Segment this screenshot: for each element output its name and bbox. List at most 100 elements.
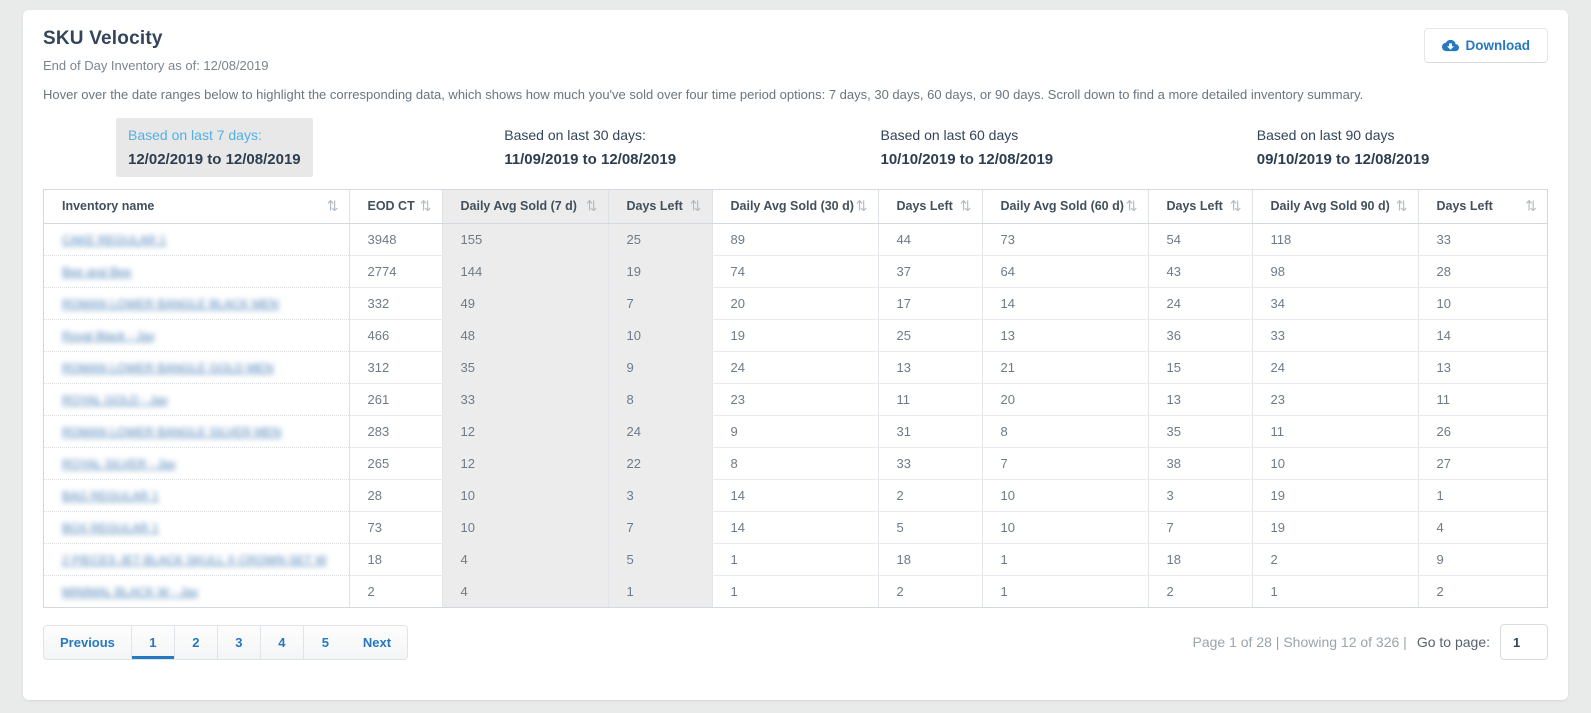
value-cell: 2774 xyxy=(349,255,443,288)
page-button-4[interactable]: 4 xyxy=(260,625,304,659)
value-cell: 18 xyxy=(349,543,443,576)
value-cell: 28 xyxy=(1418,255,1547,288)
page-button-2[interactable]: 2 xyxy=(174,625,218,659)
value-cell: 28 xyxy=(349,479,443,512)
column-header[interactable]: Days Left ⇅ xyxy=(878,190,983,224)
inventory-name-cell: ROMAN LOWER BANGLE SILVER MEN xyxy=(44,415,350,448)
value-cell: 2 xyxy=(1436,583,1444,599)
table-row: ROYAL GOLD - Jay 261 33 8 23 11 20 13 23 11 xyxy=(44,383,1547,416)
goto-page-input[interactable] xyxy=(1500,624,1548,660)
sort-icon[interactable]: ⇅ xyxy=(1229,197,1242,214)
inventory-name-link[interactable]: CAKE REGULAR 1 xyxy=(62,232,167,247)
value-cell: 19 xyxy=(608,255,713,288)
inventory-name-link[interactable]: BAG REGULAR 1 xyxy=(62,488,159,503)
date-range-label: Based on last 90 days xyxy=(1256,127,1395,143)
table-row: ROMAN LOWER BANGLE BLACK MEN 332 49 7 20 17 14… xyxy=(44,287,1547,320)
value-cell: 19 xyxy=(1252,479,1419,512)
value-cell: 466 xyxy=(349,319,443,352)
date-range-value: 11/09/2019 to 12/08/2019 xyxy=(504,151,677,168)
table-row: Royal Black - Jay 466 48 10 19 25 13 36 33 14 xyxy=(44,319,1547,352)
value-cell: 31 xyxy=(878,415,983,448)
value-cell: 14 xyxy=(712,511,879,544)
page-title: SKU Velocity xyxy=(43,28,163,49)
value-cell: 20 xyxy=(712,287,879,320)
inventory-name-cell: BAG REGULAR 1 xyxy=(44,479,350,512)
value-cell: 14 xyxy=(982,287,1149,320)
column-header[interactable]: Days Left ⇅ xyxy=(608,190,713,224)
page-description: Hover over the date ranges below to high… xyxy=(43,87,1364,102)
value-cell: 10 xyxy=(982,479,1149,512)
column-header[interactable]: Days Left ⇅ xyxy=(1418,190,1547,224)
cloud-download-icon xyxy=(1441,37,1459,54)
value-cell: 15 xyxy=(1148,351,1253,384)
value-cell: 14 xyxy=(1418,319,1547,352)
download-button[interactable]: Download xyxy=(1423,28,1548,63)
value-cell: 43 xyxy=(1148,255,1253,288)
sort-icon[interactable]: ⇅ xyxy=(959,197,972,214)
date-range-block[interactable]: Based on last 60 days 10/10/2019 to 12/08… xyxy=(869,118,1066,177)
inventory-name-cell: ROYAL GOLD - Jay xyxy=(44,383,350,416)
sort-icon[interactable]: ⇅ xyxy=(585,197,598,214)
next-page-button[interactable]: Next xyxy=(346,625,408,659)
column-header[interactable]: Daily Avg Sold (30 d) ⇅ xyxy=(712,190,879,224)
value-cell: 64 xyxy=(982,255,1149,288)
value-cell: 12 xyxy=(442,415,609,448)
value-cell: 2 xyxy=(349,575,443,607)
value-cell: 332 xyxy=(349,287,443,320)
page-button-3[interactable]: 3 xyxy=(217,625,261,659)
inventory-name-cell: ROYAL SILVER - Jay xyxy=(44,447,350,480)
inventory-name-cell: Bee and Bee xyxy=(44,255,350,288)
inventory-name-link[interactable]: ROYAL GOLD - Jay xyxy=(62,392,169,407)
sort-icon[interactable]: ⇅ xyxy=(1525,197,1537,214)
value-cell: 11 xyxy=(1418,383,1547,416)
sku-velocity-table: Inventory name ⇅ EOD CT ⇅ Daily Avg Sold (7 … xyxy=(43,189,1548,608)
value-cell: 7 xyxy=(608,287,713,320)
column-header[interactable]: Inventory name ⇅ xyxy=(44,190,350,224)
column-header-label: EOD CT xyxy=(367,199,415,214)
inventory-name-link[interactable]: 2 PIECES JET BLACK SKULL X CROWN SET W xyxy=(62,552,327,567)
sort-icon[interactable]: ⇅ xyxy=(1395,197,1408,214)
inventory-name-link[interactable]: ROYAL SILVER - Jay xyxy=(62,456,176,471)
column-header[interactable]: Daily Avg Sold (60 d) ⇅ xyxy=(982,190,1149,224)
date-range-label: Based on last 7 days: xyxy=(128,127,262,143)
column-header[interactable]: EOD CT ⇅ xyxy=(349,190,443,224)
table-row: 2 PIECES JET BLACK SKULL X CROWN SET W 18… xyxy=(44,543,1547,576)
page-button-5[interactable]: 5 xyxy=(303,625,347,659)
sort-icon[interactable]: ⇅ xyxy=(326,197,339,214)
column-header[interactable]: Daily Avg Sold (7 d) ⇅ xyxy=(442,190,609,224)
value-cell: 1 xyxy=(1252,575,1419,607)
table-row: ROMAN LOWER BANGLE GOLD MEN 312 35 9 24 13 21 1… xyxy=(44,351,1547,384)
value-cell: 8 xyxy=(982,415,1149,448)
value-cell: 5 xyxy=(878,511,983,544)
table-row: BOX REGULAR 1 73 10 7 14 5 10 7 19 4 xyxy=(44,511,1547,544)
date-range-block[interactable]: Based on last 90 days 09/10/2019 to 12/08… xyxy=(1245,118,1442,177)
value-cell: 35 xyxy=(442,351,609,384)
column-header[interactable]: Days Left ⇅ xyxy=(1148,190,1253,224)
sort-icon[interactable]: ⇅ xyxy=(1125,197,1138,214)
value-cell: 18 xyxy=(1148,543,1253,576)
value-cell: 34 xyxy=(1252,287,1419,320)
inventory-name-link[interactable]: ROMAN LOWER BANGLE BLACK MEN xyxy=(62,296,279,311)
value-cell: 9 xyxy=(608,351,713,384)
value-cell: 10 xyxy=(982,511,1149,544)
inventory-name-link[interactable]: ROMAN LOWER BANGLE GOLD MEN xyxy=(62,360,274,375)
value-cell: 44 xyxy=(878,223,983,256)
inventory-name-link[interactable]: Royal Black - Jay xyxy=(62,328,155,343)
sort-icon[interactable]: ⇅ xyxy=(855,197,868,214)
value-cell: 3 xyxy=(608,479,713,512)
sort-icon[interactable]: ⇅ xyxy=(689,197,702,214)
date-range-block[interactable]: Based on last 7 days: 12/02/2019 to 12/08… xyxy=(116,118,313,177)
sort-icon[interactable]: ⇅ xyxy=(419,197,432,214)
inventory-name-link[interactable]: MINIMAL BLACK W - Jay xyxy=(62,584,199,599)
inventory-name-link[interactable]: BOX REGULAR 1 xyxy=(62,520,159,535)
page-button-1[interactable]: 1 xyxy=(131,625,175,659)
previous-page-button[interactable]: Previous xyxy=(44,625,132,659)
value-cell: 1 xyxy=(712,543,879,576)
inventory-name-link[interactable]: Bee and Bee xyxy=(62,264,132,279)
inventory-name-link[interactable]: ROMAN LOWER BANGLE SILVER MEN xyxy=(62,424,282,439)
value-cell: 23 xyxy=(1252,383,1419,416)
date-range-block[interactable]: Based on last 30 days: 11/09/2019 to 12/0… xyxy=(492,118,688,177)
column-header[interactable]: Daily Avg Sold 90 d) ⇅ xyxy=(1252,190,1419,224)
